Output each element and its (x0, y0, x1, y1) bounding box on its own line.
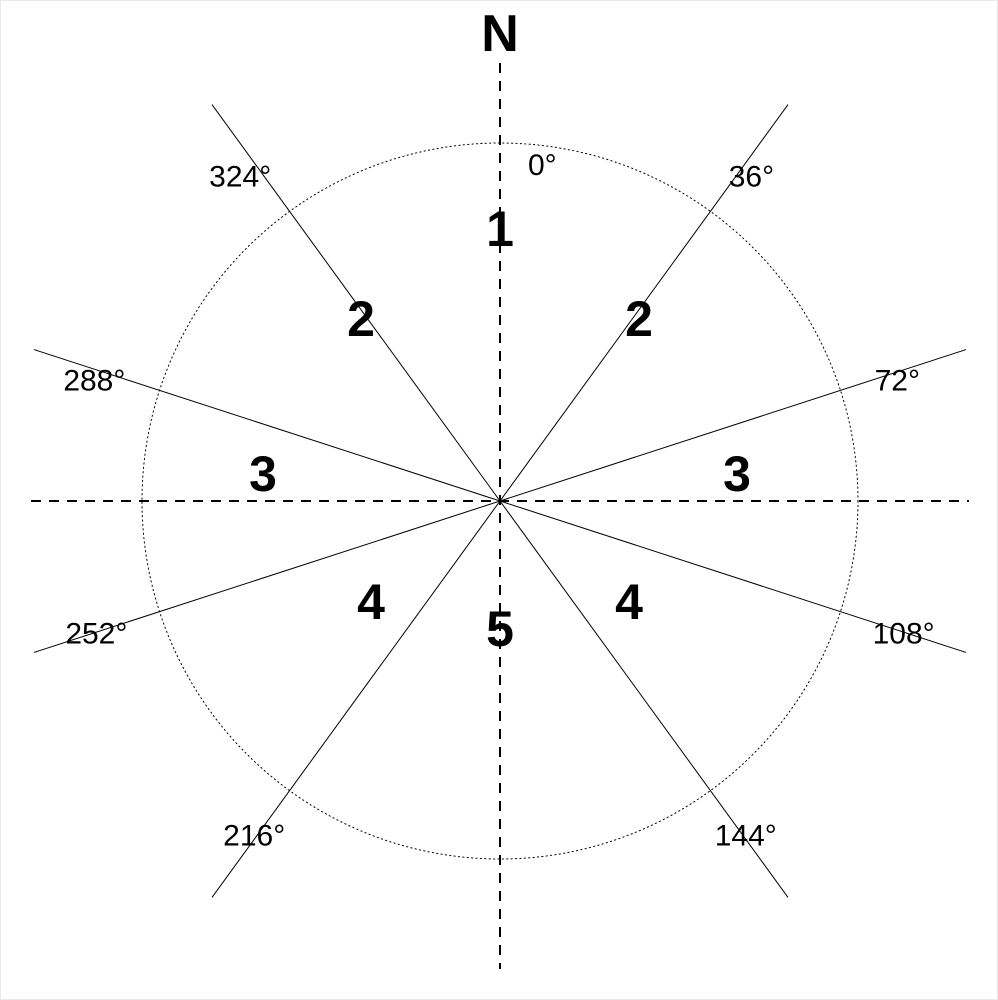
angle-label-108: 108° (873, 617, 935, 650)
sector-label-3-3: 3 (249, 446, 277, 502)
angle-label-72: 72° (875, 365, 920, 398)
angle-label-36: 36° (729, 161, 774, 194)
angle-label-324: 324° (209, 161, 271, 194)
sector-label-2-2: 2 (625, 291, 653, 347)
sector-label-1-0: 1 (486, 201, 514, 257)
angle-label-288: 288° (63, 365, 125, 398)
diagram-container: N 0° 36° 72° 108° 144° 216° 252° 288° 324° 1 2 2 3 3 4 4… (0, 0, 998, 1000)
angle-label-0: 0° (528, 149, 557, 182)
sector-label-3-4: 3 (723, 446, 751, 502)
angle-label-216: 216° (223, 819, 285, 852)
sector-label-4-5: 4 (357, 574, 385, 630)
angle-label-252: 252° (65, 617, 127, 650)
sector-label-4-6: 4 (615, 574, 643, 630)
angle-label-144: 144° (715, 819, 777, 852)
sector-label-2-1: 2 (347, 291, 375, 347)
compass-diagram: N 0° 36° 72° 108° 144° 216° 252° 288° 324° 1 2 2 3 3 4 4… (1, 1, 998, 1000)
sector-label-5-7: 5 (486, 601, 514, 657)
north-label: N (481, 5, 519, 63)
